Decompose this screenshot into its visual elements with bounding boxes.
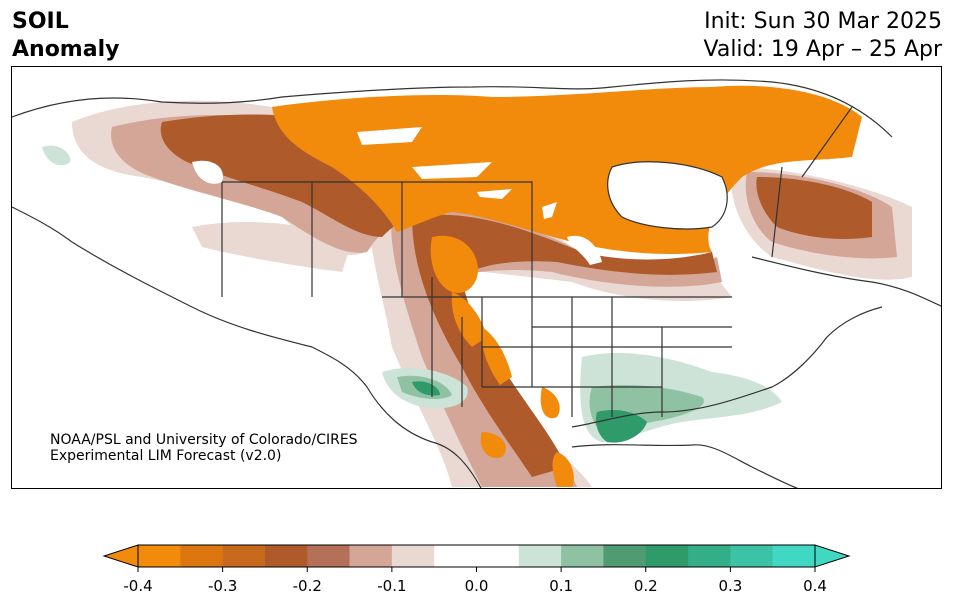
colorbar-tick-label: 0.1 bbox=[549, 577, 573, 595]
colorbar-tick-label: 0.4 bbox=[803, 577, 827, 595]
colorbar-swatch bbox=[391, 545, 435, 567]
colorbar-swatch bbox=[434, 545, 477, 567]
colorbar-swatch bbox=[307, 545, 351, 567]
colorbar-tick-label: 0.3 bbox=[718, 577, 742, 595]
forecast-dates: Init: Sun 30 Mar 2025 Valid: 19 Apr – 25… bbox=[704, 8, 943, 64]
map-canvas bbox=[12, 79, 941, 488]
colorbar-tick-label: -0.2 bbox=[293, 577, 322, 595]
coastlines-and-borders bbox=[12, 79, 941, 488]
colorbar-swatch bbox=[222, 545, 266, 567]
colorbar-tick-label: -0.3 bbox=[208, 577, 237, 595]
anomaly-map: NOAA/PSL and University of Colorado/CIRE… bbox=[11, 66, 942, 489]
colorbar-swatch bbox=[603, 545, 647, 567]
colorbar-swatch bbox=[138, 545, 181, 567]
lakes bbox=[192, 127, 728, 265]
colorbar-max-arrow bbox=[814, 544, 851, 568]
valid-date: Valid: 19 Apr – 25 Apr bbox=[703, 37, 943, 62]
colorbar-tick-label: -0.4 bbox=[123, 577, 152, 595]
colorbar-swatch bbox=[645, 545, 689, 567]
init-date: Init: Sun 30 Mar 2025 bbox=[704, 9, 942, 34]
colorbar-swatch bbox=[476, 545, 520, 567]
colorbar-swatch bbox=[561, 545, 604, 567]
colorbar-swatch bbox=[349, 545, 393, 567]
wet-shading bbox=[42, 145, 782, 443]
colorbar-swatch bbox=[688, 545, 731, 567]
colorbar-swatch bbox=[772, 545, 816, 567]
title-line-2: Anomaly bbox=[12, 37, 120, 62]
credit-text: NOAA/PSL and University of Colorado/CIRE… bbox=[50, 432, 358, 464]
colorbar-swatch bbox=[180, 545, 224, 567]
title-line-1: SOIL bbox=[12, 9, 69, 34]
colorbar-tick-label: 0.2 bbox=[634, 577, 658, 595]
credit-line-1: NOAA/PSL and University of Colorado/CIRE… bbox=[50, 432, 358, 448]
credit-line-2: Experimental LIM Forecast (v2.0) bbox=[50, 448, 282, 464]
colorbar: -0.4 -0.3 -0.2 -0.1 0.0 0.1 0.2 0.3 0.4 bbox=[0, 540, 954, 608]
colorbar-svg: -0.4 -0.3 -0.2 -0.1 0.0 0.1 0.2 0.3 0.4 bbox=[102, 544, 851, 595]
colorbar-tick-label: -0.1 bbox=[377, 577, 406, 595]
colorbar-swatch bbox=[264, 545, 308, 567]
map-title: SOIL Anomaly bbox=[12, 8, 119, 64]
colorbar-min-arrow bbox=[102, 544, 139, 568]
colorbar-tick-label: 0.0 bbox=[465, 577, 489, 595]
strong-dry-shading bbox=[272, 85, 862, 487]
colorbar-swatch bbox=[518, 545, 562, 567]
colorbar-swatch bbox=[730, 545, 774, 567]
